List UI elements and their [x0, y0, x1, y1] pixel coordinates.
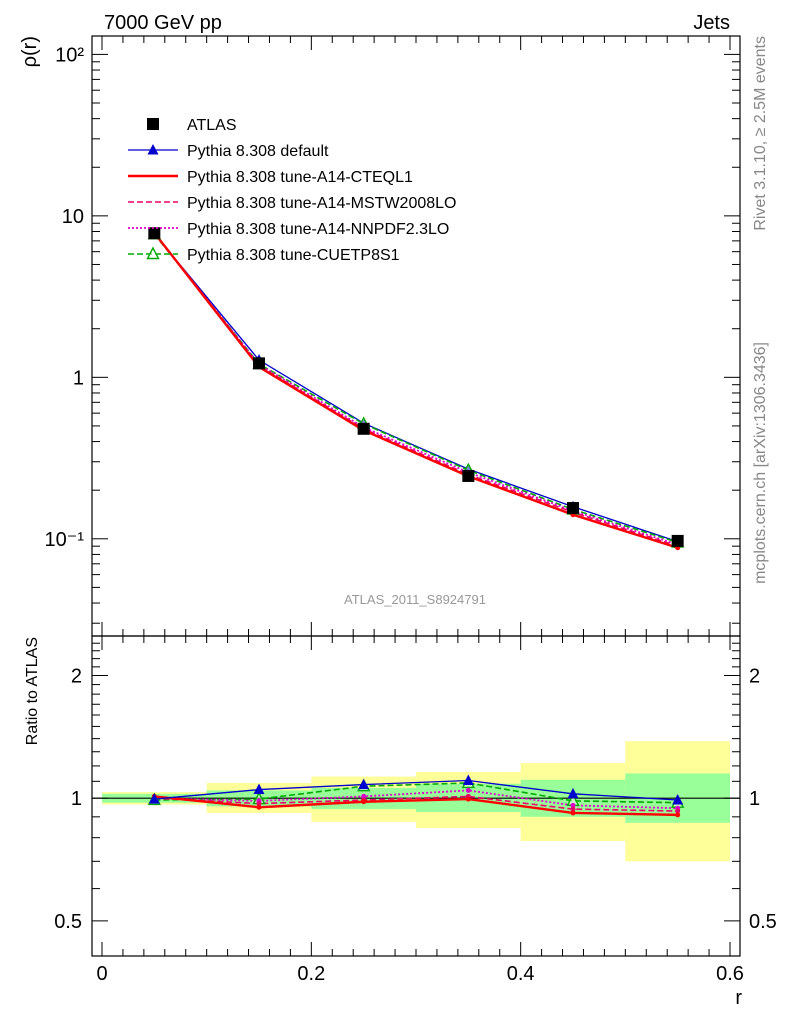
- legend-entry: Pythia 8.308 tune-A14-MSTW2008LO: [128, 195, 456, 212]
- legend-label: Pythia 8.308 tune-A14-CTEQL1: [187, 169, 413, 186]
- ratio-data-point: [570, 810, 576, 816]
- ratio-y-tick-label: 1: [749, 788, 760, 810]
- ratio-data-point: [570, 802, 576, 808]
- legend-label: Pythia 8.308 tune-CUETP8S1: [187, 247, 400, 264]
- ratio-series-line: [154, 795, 678, 817]
- main-series-line: [153, 232, 678, 546]
- ratio-y-tick-label: 0.5: [749, 911, 777, 933]
- ratio-y-tick-label: 2: [71, 665, 82, 687]
- legend-entry: Pythia 8.308 default: [128, 143, 329, 160]
- main-y-tick-label: 1: [73, 367, 84, 389]
- ratio-data-point: [148, 793, 160, 804]
- main-data-point: [671, 534, 684, 547]
- ratio-data-point: [672, 793, 684, 805]
- ratio-data-point: [675, 808, 681, 814]
- ratio-x-tick-label: 0.4: [507, 963, 535, 985]
- ratio-y-tick-label: 0.5: [54, 911, 82, 933]
- main-data-point: [253, 357, 265, 370]
- ratio-data-point: [462, 774, 474, 786]
- ratio-data-point: [256, 801, 262, 807]
- main-series-line: [153, 232, 679, 549]
- main-y-tick-label: 10⁻¹: [45, 529, 85, 551]
- legend-marker: [147, 144, 159, 155]
- ratio-data-point: [675, 812, 681, 818]
- legend-entry: Pythia 8.308 tune-CUETP8S1: [128, 246, 400, 264]
- ratio-x-axis-label: r: [735, 987, 742, 1009]
- main-y-tick-label: 10: [62, 206, 84, 228]
- ratio-y-tick-label: 1: [71, 788, 82, 810]
- legend-marker: [146, 246, 160, 260]
- legend-label: ATLAS: [187, 117, 237, 134]
- legend-label: Pythia 8.308 tune-A14-NNPDF2.3LO: [187, 221, 449, 238]
- main-series-line: [153, 233, 678, 543]
- ratio-series-line: [154, 782, 678, 804]
- main-data-point: [357, 422, 370, 435]
- ratio-panel: 0.5 0.5 1 1 2 2 0 0.2 0.4 0.6: [54, 635, 777, 985]
- analysis-watermark: ATLAS_2011_S8924791: [344, 592, 486, 607]
- ratio-y-tick-label: 2: [749, 665, 760, 687]
- legend: ATLAS Pythia 8.308 default Pythia 8.308 tu…: [128, 117, 456, 264]
- header-right: Jets: [693, 12, 730, 34]
- main-series-line: [153, 232, 678, 547]
- header-left: 7000 GeV pp: [104, 12, 222, 34]
- main-y-tick-label: 10²: [55, 44, 84, 66]
- ratio-y-axis-label: Ratio to ATLAS: [24, 637, 41, 745]
- legend-label: Pythia 8.308 default: [187, 143, 329, 160]
- ratio-x-tick-label: 0.2: [297, 963, 325, 985]
- main-panel: 10⁻¹ 1 10 10²: [45, 35, 741, 637]
- rivet-label: Rivet 3.1.10, ≥ 2.5M events: [752, 36, 769, 231]
- legend-entry: ATLAS: [147, 117, 237, 134]
- main-data-point: [148, 227, 161, 240]
- legend-marker: [147, 118, 159, 130]
- legend-label: Pythia 8.308 tune-A14-MSTW2008LO: [187, 195, 456, 212]
- legend-entry: Pythia 8.308 tune-A14-NNPDF2.3LO: [128, 221, 449, 238]
- ratio-data-point: [358, 778, 370, 790]
- ratio-x-tick-label: 0: [96, 963, 107, 985]
- legend-entry: Pythia 8.308 tune-A14-CTEQL1: [128, 169, 413, 186]
- ratio-data-point: [256, 804, 262, 810]
- main-data-point: [462, 469, 475, 482]
- ratio-data-point: [361, 793, 367, 799]
- main-data-point: [567, 502, 579, 515]
- main-y-axis-label: ρ(r): [19, 36, 41, 67]
- ratio-data-point: [570, 806, 576, 812]
- ratio-x-tick-label: 0.6: [716, 963, 744, 985]
- ratio-data-point: [567, 787, 579, 799]
- mcplots-label: mcplots.cern.ch [arXiv:1306.3436]: [752, 342, 769, 584]
- ratio-data-point: [253, 783, 265, 795]
- ratio-series-line: [154, 789, 678, 810]
- main-series-line: [153, 233, 678, 544]
- ratio-data-point: [465, 787, 471, 793]
- ratio-series-line: [154, 779, 678, 801]
- ratio-data-point: [465, 796, 471, 802]
- ratio-data-point: [361, 799, 367, 805]
- ratio-series-line: [154, 795, 678, 812]
